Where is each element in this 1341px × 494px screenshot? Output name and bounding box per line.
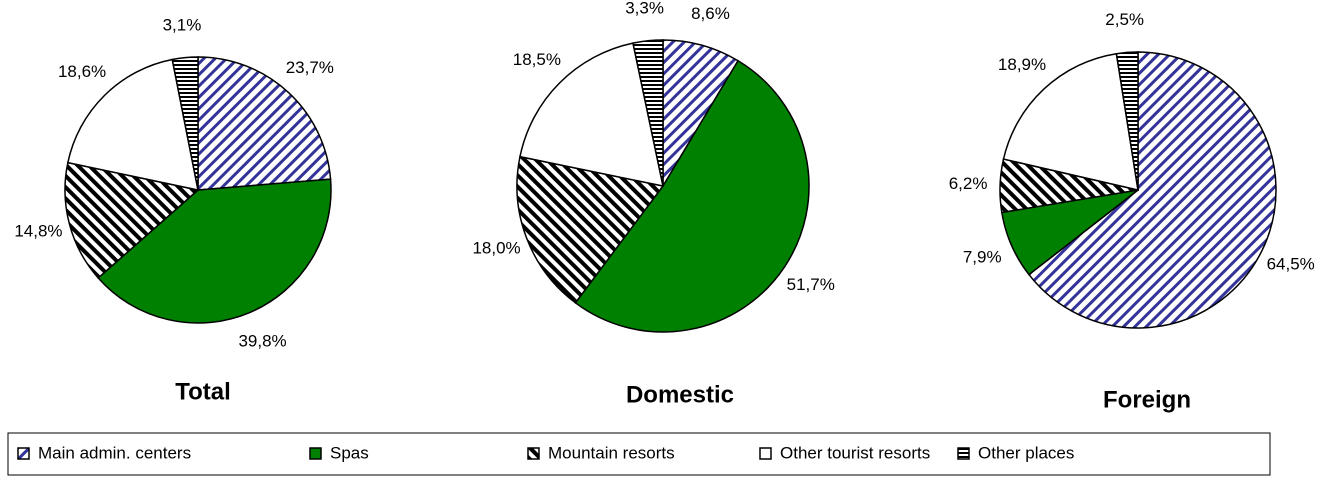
legend-label: Spas — [330, 443, 369, 462]
legend-swatch — [759, 447, 772, 460]
pie-slice — [66, 58, 199, 191]
pie-slice — [171, 56, 199, 191]
value-label: 3,1% — [163, 15, 202, 34]
legend-swatch — [17, 447, 30, 460]
legend-label: Main admin. centers — [38, 443, 191, 462]
value-label: 8,6% — [691, 4, 730, 23]
legend-swatch — [527, 447, 540, 460]
pie-slice — [516, 155, 665, 304]
legend-swatch — [309, 447, 322, 460]
value-label: 18,6% — [58, 62, 106, 81]
value-label: 6,2% — [949, 174, 988, 193]
pie-slice — [97, 178, 332, 324]
pie-slice — [1002, 52, 1139, 191]
legend-label: Other places — [978, 443, 1074, 462]
pie-title: Total — [175, 378, 231, 405]
value-label: 18,5% — [513, 50, 561, 69]
value-label: 51,7% — [787, 275, 835, 294]
pie-title: Foreign — [1103, 386, 1191, 413]
pie-slice — [197, 56, 332, 191]
pie-slice — [519, 42, 664, 187]
legend-swatch — [957, 447, 970, 460]
pie-slice — [1027, 51, 1277, 329]
pie-slice — [574, 59, 810, 333]
value-label: 23,7% — [286, 58, 334, 77]
pie-slice — [64, 161, 200, 280]
value-label: 18,0% — [472, 239, 520, 258]
value-label: 14,8% — [14, 222, 62, 241]
pie-slice — [632, 39, 664, 187]
legend-label: Mountain resorts — [548, 443, 675, 462]
legend-label: Other tourist resorts — [780, 443, 930, 462]
value-label: 7,9% — [963, 247, 1002, 266]
legend-box — [7, 432, 1271, 476]
pie-slice — [1115, 51, 1139, 191]
value-label: 18,9% — [998, 55, 1046, 74]
value-label: 3,3% — [625, 0, 664, 17]
value-label: 39,8% — [238, 331, 286, 350]
value-label: 64,5% — [1267, 254, 1315, 273]
pie-title: Domestic — [626, 381, 734, 408]
value-label: 2,5% — [1105, 10, 1144, 29]
